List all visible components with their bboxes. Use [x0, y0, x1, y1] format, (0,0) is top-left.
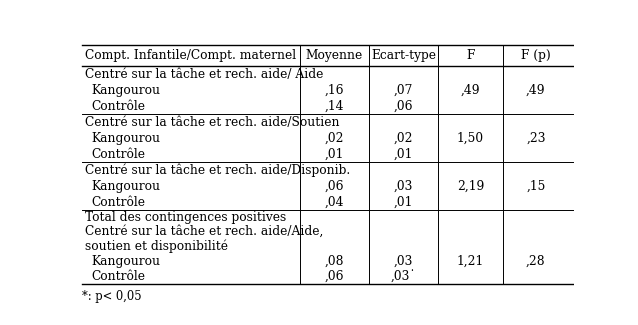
Text: ,14: ,14	[325, 99, 344, 112]
Text: Contrôle: Contrôle	[91, 99, 145, 112]
Text: ,08: ,08	[325, 255, 344, 268]
Text: Contrôle: Contrôle	[91, 196, 145, 209]
Text: Contrôle: Contrôle	[91, 148, 145, 161]
Text: ,03˙: ,03˙	[391, 270, 417, 283]
Text: Kangourou: Kangourou	[91, 84, 160, 97]
Text: ,28: ,28	[526, 255, 545, 268]
Text: 2,19: 2,19	[457, 180, 484, 193]
Text: Centré sur la tâche et rech. aide/Disponib.: Centré sur la tâche et rech. aide/Dispon…	[85, 163, 350, 177]
Text: ,49: ,49	[461, 84, 480, 97]
Text: ,49: ,49	[526, 84, 545, 97]
Text: 1,21: 1,21	[457, 255, 484, 268]
Text: ,01: ,01	[325, 148, 344, 161]
Text: Compt. Infantile/Compt. maternel: Compt. Infantile/Compt. maternel	[85, 49, 297, 62]
Text: ,04: ,04	[325, 196, 344, 209]
Text: Kangourou: Kangourou	[91, 132, 160, 145]
Text: 1,50: 1,50	[457, 132, 484, 145]
Text: Moyenne: Moyenne	[306, 49, 363, 62]
Text: Ecart-type: Ecart-type	[371, 49, 436, 62]
Text: F: F	[466, 49, 475, 62]
Text: ,06: ,06	[394, 99, 413, 112]
Text: *: p< 0,05: *: p< 0,05	[82, 290, 142, 303]
Text: ,02: ,02	[394, 132, 413, 145]
Text: ,15: ,15	[526, 180, 545, 193]
Text: ,03: ,03	[394, 180, 413, 193]
Text: ,07: ,07	[394, 84, 413, 97]
Text: ,23: ,23	[526, 132, 545, 145]
Text: F (p): F (p)	[521, 49, 551, 62]
Text: soutien et disponibilité: soutien et disponibilité	[85, 240, 228, 253]
Text: Total des contingences positives: Total des contingences positives	[85, 211, 286, 224]
Text: ,01: ,01	[394, 148, 413, 161]
Text: Contrôle: Contrôle	[91, 270, 145, 283]
Text: ,06: ,06	[325, 270, 344, 283]
Text: Centré sur la tâche et rech. aide/Soutien: Centré sur la tâche et rech. aide/Soutie…	[85, 116, 339, 129]
Text: ,02: ,02	[325, 132, 344, 145]
Text: ,16: ,16	[325, 84, 344, 97]
Text: ,01: ,01	[394, 196, 413, 209]
Text: Centré sur la tâche et rech. aide/Aide,: Centré sur la tâche et rech. aide/Aide,	[85, 225, 323, 238]
Text: Centré sur la tâche et rech. aide/ Aide: Centré sur la tâche et rech. aide/ Aide	[85, 68, 323, 81]
Text: ,06: ,06	[325, 180, 344, 193]
Text: ,03: ,03	[394, 255, 413, 268]
Text: Kangourou: Kangourou	[91, 255, 160, 268]
Text: Kangourou: Kangourou	[91, 180, 160, 193]
